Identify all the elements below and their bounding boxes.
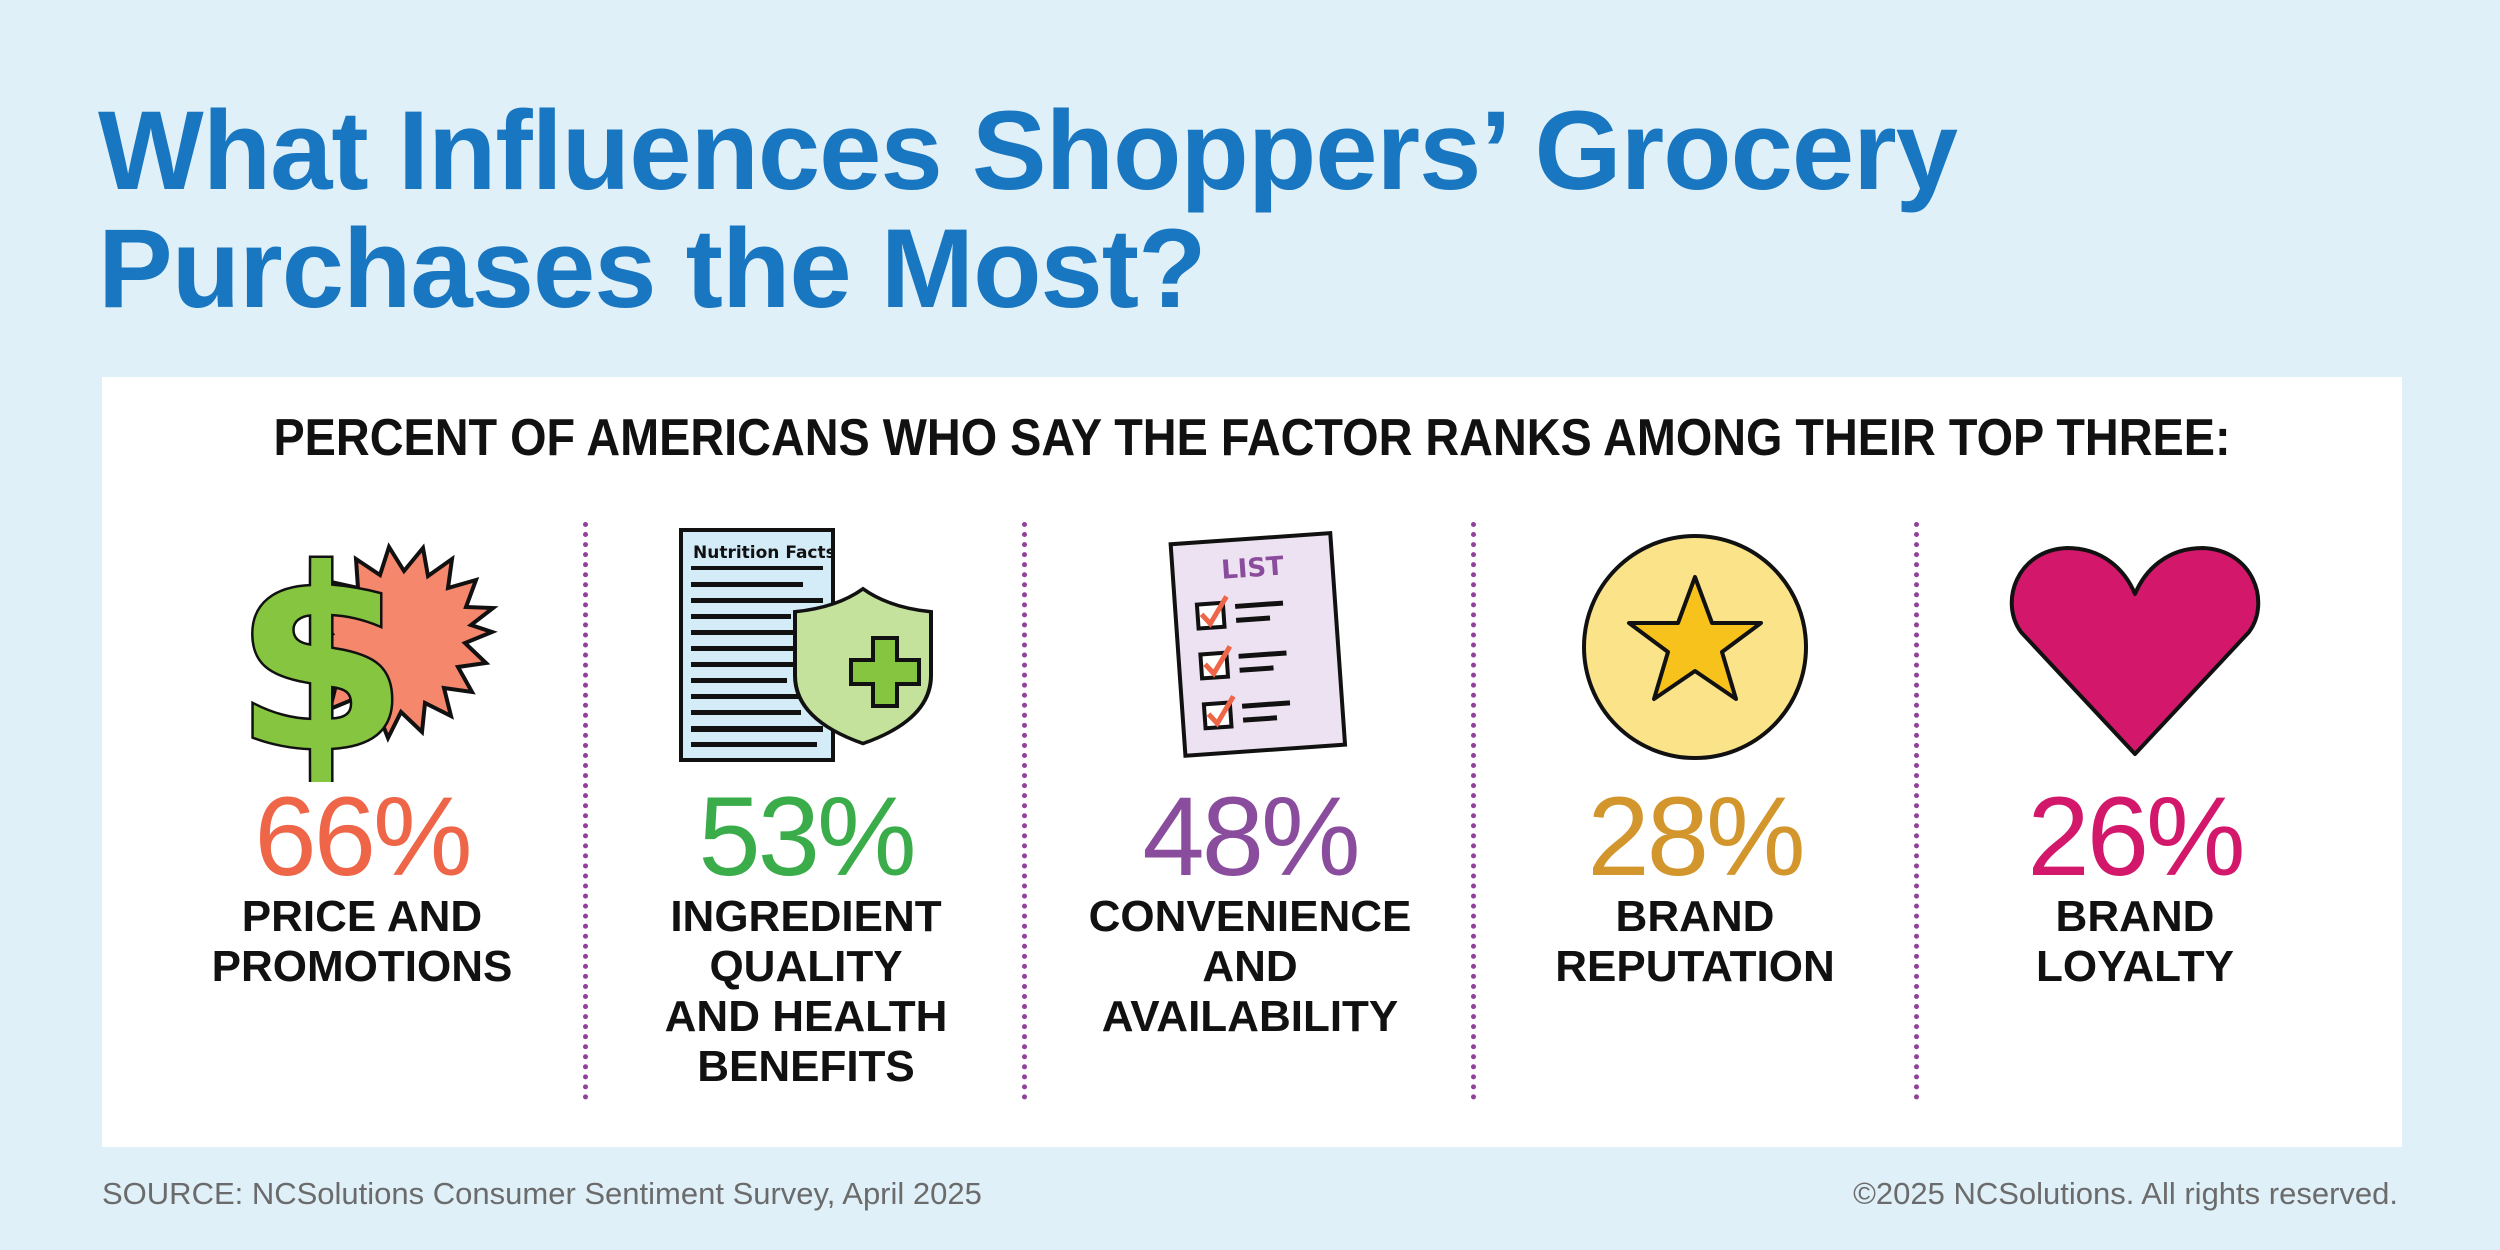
factor-label: BRAND LOYALTY bbox=[2035, 892, 2235, 991]
nutrition-shield-icon: Nutrition Facts bbox=[596, 512, 1016, 782]
factor-label: BRAND REPUTATION bbox=[1555, 892, 1835, 991]
column-divider bbox=[1471, 522, 1476, 1100]
column-divider bbox=[1914, 522, 1919, 1100]
percent-value: 28% bbox=[1587, 774, 1805, 899]
stats-panel: PERCENT OF AMERICANS WHO SAY THE FACTOR … bbox=[102, 377, 2402, 1147]
column-divider bbox=[583, 522, 588, 1100]
column-divider bbox=[1022, 522, 1027, 1100]
percent-value: 66% bbox=[254, 774, 472, 899]
factor-convenience: LIST 48% CONVENIENCE AND AVAILABILITY bbox=[1040, 512, 1460, 1042]
title-line-2: Purchases the Most? bbox=[98, 206, 1207, 331]
chart-subtitle: PERCENT OF AMERICANS WHO SAY THE FACTOR … bbox=[273, 409, 2231, 467]
factor-brand-reputation: 28% BRAND REPUTATION bbox=[1485, 512, 1905, 992]
checklist-icon: LIST bbox=[1040, 512, 1460, 782]
heart-icon bbox=[1925, 512, 2345, 782]
svg-text:$: $ bbox=[234, 516, 408, 782]
factor-brand-loyalty: 26% BRAND LOYALTY bbox=[1925, 512, 2345, 992]
list-text: LIST bbox=[1220, 551, 1285, 585]
copyright-note: ©2025 NCSolutions. All rights reserved. bbox=[1853, 1176, 2398, 1211]
dollar-sale-icon: $ bbox=[152, 512, 572, 782]
factor-label: CONVENIENCE AND AVAILABILITY bbox=[1088, 892, 1412, 1041]
factor-label: PRICE AND PROMOTIONS bbox=[211, 892, 513, 991]
star-icon bbox=[1485, 512, 1905, 782]
percent-value: 53% bbox=[698, 774, 916, 899]
percent-value: 26% bbox=[2027, 774, 2245, 899]
source-note: SOURCE: NCSolutions Consumer Sentiment S… bbox=[102, 1176, 982, 1211]
factor-price-promotions: $ 66% PRICE AND PROMOTIONS bbox=[152, 512, 572, 992]
nutrition-facts-text: Nutrition Facts bbox=[693, 543, 836, 563]
page-title: What Influences Shoppers’ Grocery Purcha… bbox=[98, 92, 2348, 328]
factor-ingredient-quality: Nutrition Facts 53% INGREDIENT QUALITY A… bbox=[596, 512, 1016, 1092]
percent-value: 48% bbox=[1142, 774, 1360, 899]
title-line-1: What Influences Shoppers’ Grocery bbox=[98, 88, 1958, 213]
factor-label: INGREDIENT QUALITY AND HEALTH BENEFITS bbox=[664, 892, 948, 1091]
